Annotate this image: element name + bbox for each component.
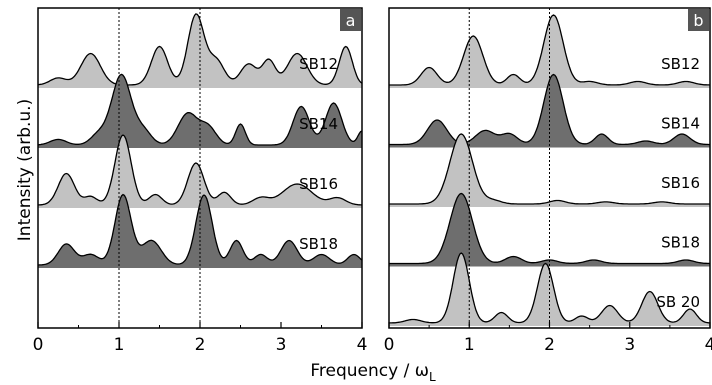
x-tick-label: 0	[384, 335, 395, 355]
series-label: SB14	[661, 115, 700, 133]
series-label: SB16	[661, 174, 700, 192]
x-tick-label: 3	[276, 335, 287, 355]
x-axis-label-main: Frequency / ω	[310, 361, 429, 381]
panel-tag: a	[340, 9, 361, 31]
panel-tag: b	[688, 9, 709, 31]
series-label: SB12	[299, 55, 338, 73]
x-tick-label: 1	[464, 335, 475, 355]
series-label: SB18	[661, 234, 700, 252]
x-tick-label: 3	[624, 335, 635, 355]
panel-tag-label: b	[693, 11, 703, 30]
panel-b: b SB12 SB14 SB16 SB18 SB 20 0 1 2 3 4	[384, 7, 712, 355]
panel-a: a SB12 SB14 SB16 SB18 0 1 2 3 4	[33, 7, 368, 355]
series-area	[389, 74, 710, 148]
x-axis-label: Frequency / ωL	[310, 361, 436, 384]
series-line	[37, 13, 363, 86]
series-label: SB14	[299, 115, 338, 133]
x-tick-label: 2	[544, 335, 555, 355]
series-line	[37, 193, 363, 266]
x-axis-label-subscript: L	[429, 370, 436, 384]
y-axis-label: Intensity (arb.u.)	[15, 99, 35, 241]
x-tick-label: 4	[705, 335, 712, 355]
series-label: SB16	[299, 175, 338, 193]
x-tick-label: 4	[357, 335, 368, 355]
series-line	[38, 134, 362, 206]
series-label: SB18	[299, 235, 338, 253]
series-label: SB12	[661, 55, 700, 73]
series-area	[38, 13, 362, 88]
x-tick-label: 1	[114, 335, 125, 355]
panel-tag-background	[688, 9, 709, 31]
panel-tag-background	[340, 9, 361, 31]
x-tick-label: 0	[33, 335, 44, 355]
series-label: SB 20	[656, 293, 700, 311]
x-tick-label: 2	[195, 335, 206, 355]
series-sb12: SB12	[37, 13, 363, 88]
series-line	[388, 252, 711, 324]
panel-tag-label: a	[346, 11, 356, 30]
